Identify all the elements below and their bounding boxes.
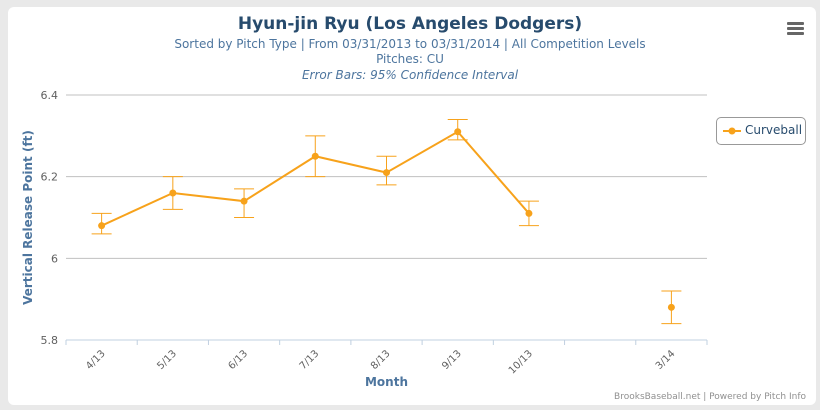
x-tick-label: 7/13 (298, 348, 322, 372)
x-tick-label: 5/13 (155, 348, 179, 372)
x-tick-label: 9/13 (440, 348, 464, 372)
legend-item-curveball[interactable]: Curveball (716, 117, 806, 145)
legend-label: Curveball (745, 123, 803, 137)
data-point (525, 209, 533, 217)
y-tick-label: 6.4 (41, 89, 59, 102)
legend-marker-icon (723, 127, 741, 135)
data-point (169, 189, 177, 197)
pitches-label: Pitches: CU (376, 52, 444, 66)
error-bars-note: Error Bars: 95% Confidence Interval (301, 68, 519, 82)
chart-title: Hyun-jin Ryu (Los Angeles Dodgers) (237, 14, 583, 34)
data-point (454, 128, 462, 136)
x-tick-label: 10/13 (507, 348, 535, 376)
data-point (240, 197, 248, 205)
x-tick-label: 4/13 (84, 348, 108, 372)
y-tick-label: 5.8 (41, 334, 59, 347)
x-tick-label: 3/14 (654, 348, 678, 372)
data-point (98, 222, 106, 230)
x-tick-label: 6/13 (227, 348, 251, 372)
y-axis-title: Vertical Release Point (ft) (21, 130, 35, 305)
chart-subtitle: Sorted by Pitch Type | From 03/31/2013 t… (174, 37, 646, 51)
data-point (667, 303, 675, 311)
data-point (383, 169, 390, 177)
hamburger-menu-icon[interactable] (787, 22, 804, 37)
data-point (311, 152, 319, 160)
y-tick-label: 6 (51, 252, 58, 265)
y-tick-label: 6.2 (41, 171, 59, 184)
x-axis-title: Month (365, 375, 408, 389)
credit-text: BrooksBaseball.net | Powered by Pitch In… (614, 392, 806, 402)
x-tick-label: 8/13 (369, 348, 393, 372)
